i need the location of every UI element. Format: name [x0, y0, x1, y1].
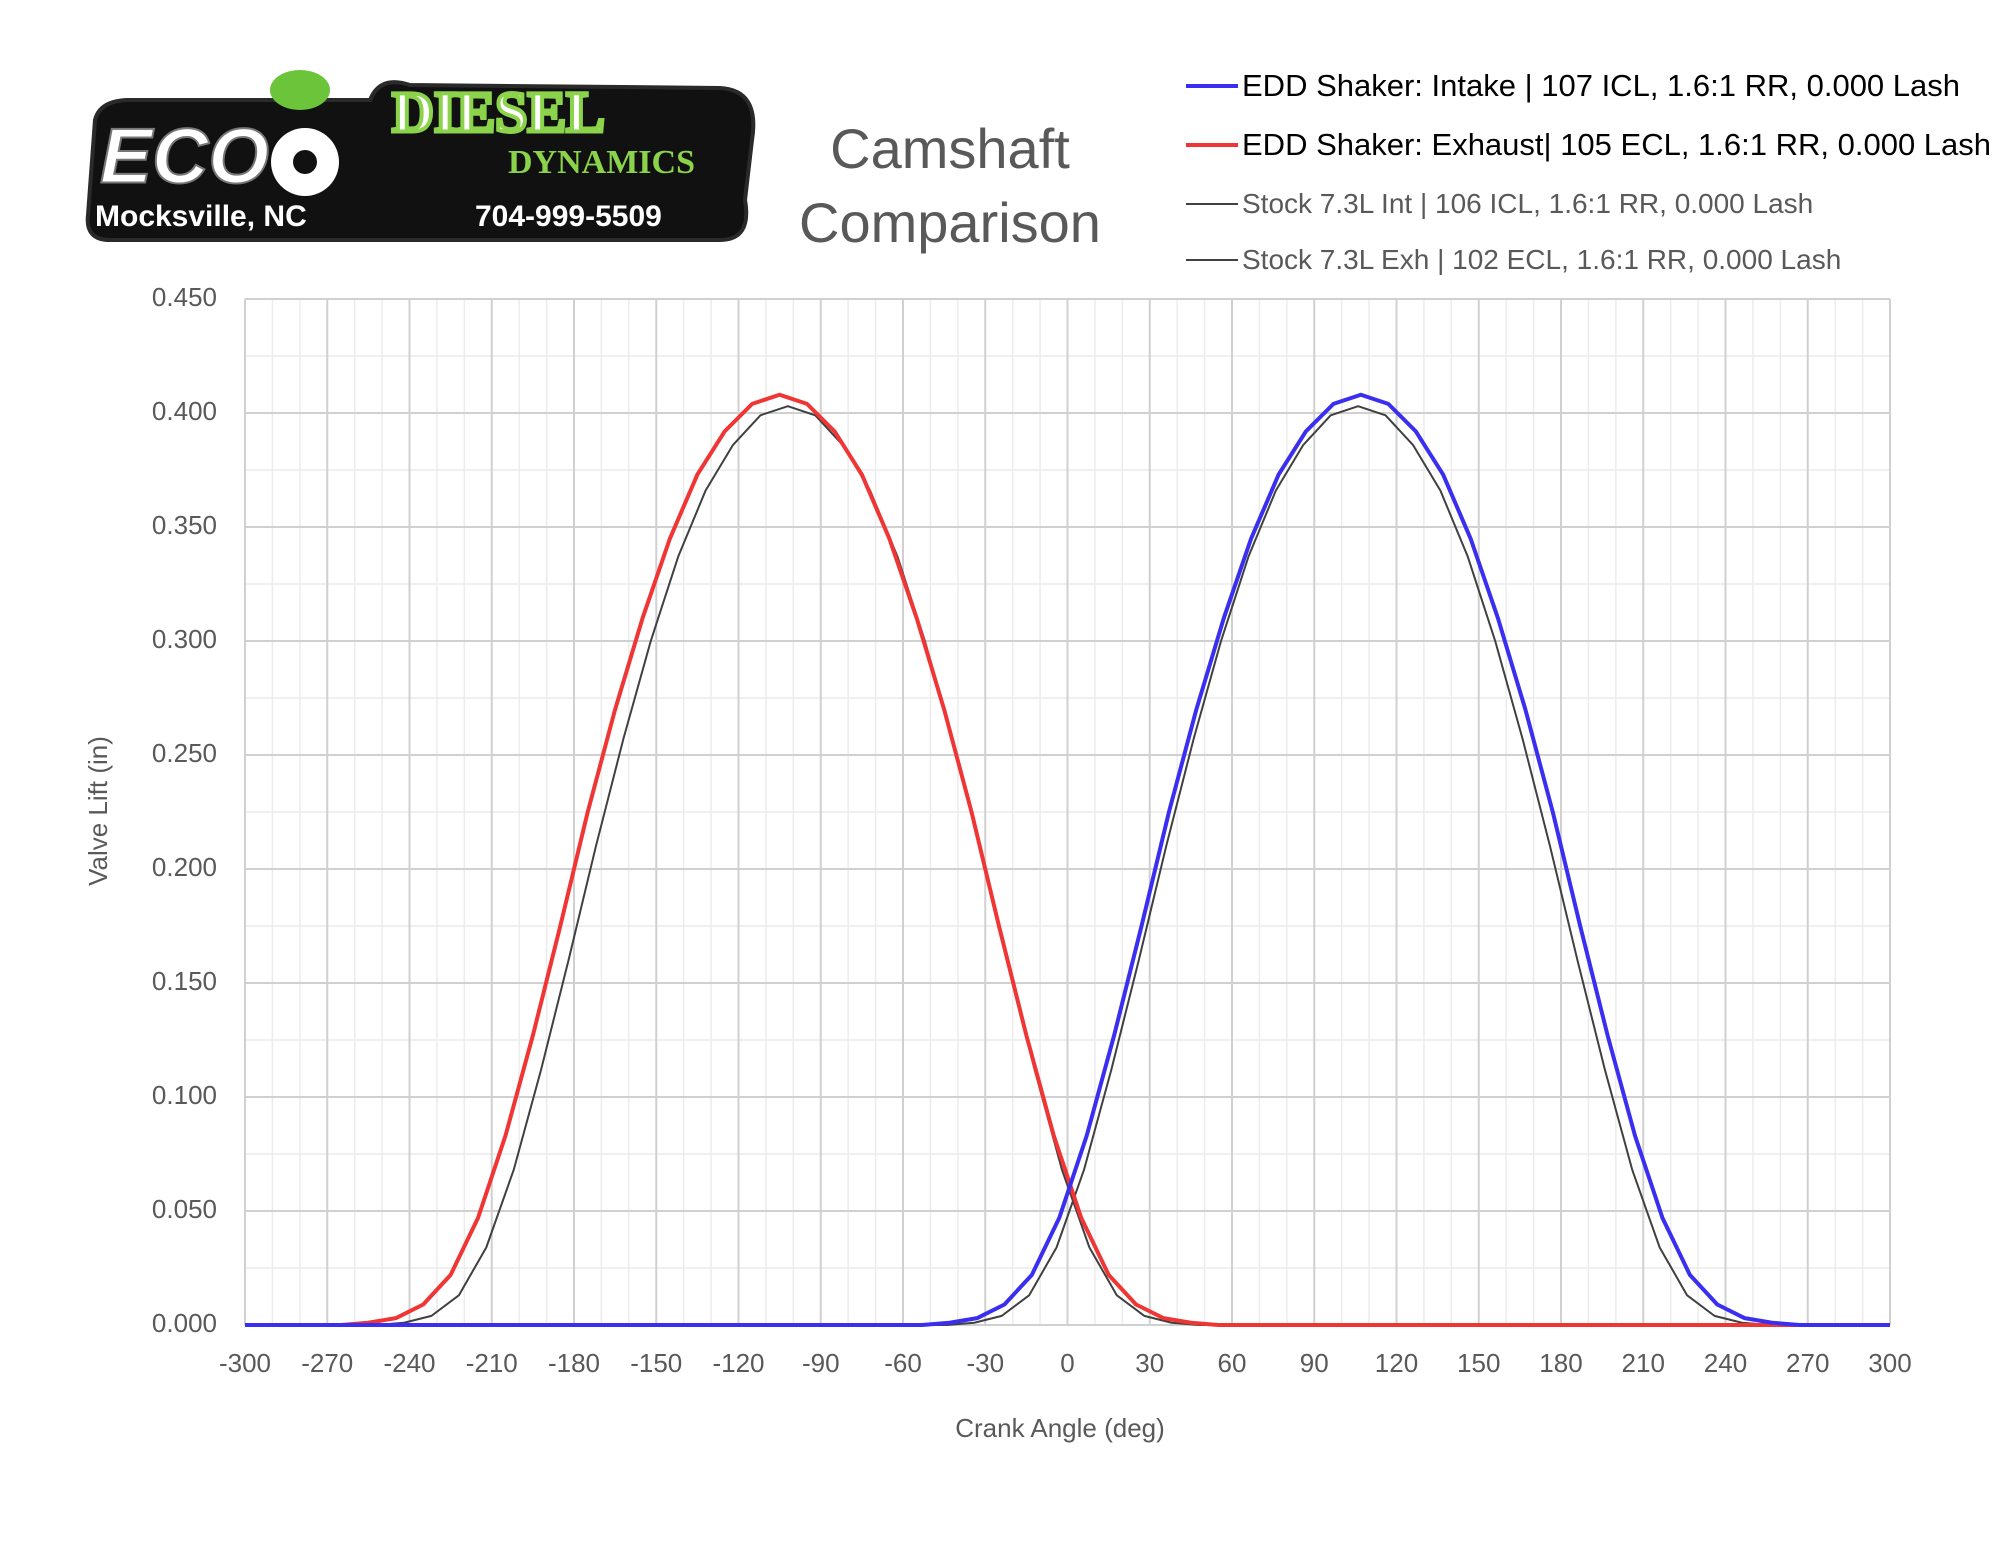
x-axis-label: Crank Angle (deg) — [955, 1413, 1165, 1443]
legend-label: Stock 7.3L Exh | 102 ECL, 1.6:1 RR, 0.00… — [1242, 244, 1842, 275]
major-grid — [244, 298, 1891, 1326]
logo-word1: DIESEL — [392, 79, 605, 144]
x-tick-label: -180 — [548, 1348, 600, 1378]
x-tick-label: -30 — [966, 1348, 1004, 1378]
x-tick-label: 90 — [1300, 1348, 1329, 1378]
logo-turbo-hub — [293, 150, 317, 174]
legend-label: EDD Shaker: Intake | 107 ICL, 1.6:1 RR, … — [1242, 68, 1961, 103]
legend-item: Stock 7.3L Int | 106 ICL, 1.6:1 RR, 0.00… — [1186, 184, 1813, 224]
x-tick-label: 240 — [1704, 1348, 1747, 1378]
x-tick-label: 0 — [1060, 1348, 1074, 1378]
x-tick-label: 120 — [1375, 1348, 1418, 1378]
y-tick-label: 0.400 — [152, 396, 217, 426]
logo: ECO DIESEL DYNAMICS Mocksville, NC 704-9… — [85, 70, 756, 242]
y-tick-label: 0.100 — [152, 1080, 217, 1110]
legend-label: EDD Shaker: Exhaust| 105 ECL, 1.6:1 RR, … — [1242, 127, 1992, 162]
logo-location: Mocksville, NC — [95, 200, 307, 233]
series-line — [245, 405, 1890, 1326]
y-tick-label: 0.200 — [152, 852, 217, 882]
y-tick-label: 0.450 — [152, 282, 217, 312]
x-tick-label: -120 — [712, 1348, 764, 1378]
y-tick-label: 0.350 — [152, 510, 217, 540]
chart-title: Camshaft Comparison — [799, 117, 1101, 254]
series-lines — [245, 392, 1890, 1327]
y-tick-label: 0.000 — [152, 1308, 217, 1338]
logo-word2: DYNAMICS — [508, 144, 695, 181]
legend-swatch — [1186, 143, 1238, 147]
x-tick-label: -90 — [802, 1348, 840, 1378]
y-tick-label: 0.250 — [152, 738, 217, 768]
logo-leaf — [270, 70, 330, 110]
x-tick-label: -300 — [219, 1348, 271, 1378]
x-tick-label: 180 — [1539, 1348, 1582, 1378]
x-tick-label: 60 — [1218, 1348, 1247, 1378]
logo-phone: 704-999-5509 — [475, 200, 662, 233]
x-tick-label: 270 — [1786, 1348, 1829, 1378]
x-tick-label: -60 — [884, 1348, 922, 1378]
x-tick-label: 30 — [1135, 1348, 1164, 1378]
x-tick-label: -210 — [466, 1348, 518, 1378]
x-tick-label: -270 — [301, 1348, 353, 1378]
x-tick-label: -150 — [630, 1348, 682, 1378]
logo-background — [85, 80, 756, 242]
x-tick-label: 300 — [1868, 1348, 1911, 1378]
legend-swatch — [1186, 259, 1238, 261]
y-axis-label: Valve Lift (in) — [83, 736, 113, 886]
legend-label: Stock 7.3L Int | 106 ICL, 1.6:1 RR, 0.00… — [1242, 188, 1814, 219]
y-tick-label: 0.300 — [152, 624, 217, 654]
legend-item: Stock 7.3L Exh | 102 ECL, 1.6:1 RR, 0.00… — [1186, 240, 1841, 280]
series-line — [245, 392, 1890, 1327]
logo-brand: ECO — [100, 112, 269, 200]
y-tick-label: 0.050 — [152, 1194, 217, 1224]
x-tick-label: -240 — [383, 1348, 435, 1378]
series-line — [245, 405, 1890, 1326]
y-tick-label: 0.150 — [152, 966, 217, 996]
x-tick-label: 150 — [1457, 1348, 1500, 1378]
legend-item: EDD Shaker: Intake | 107 ICL, 1.6:1 RR, … — [1186, 66, 1960, 106]
legend-swatch — [1186, 84, 1238, 88]
minor-grid — [245, 299, 1890, 1325]
x-tick-label: 210 — [1622, 1348, 1665, 1378]
legend-swatch — [1186, 203, 1238, 205]
legend-item: EDD Shaker: Exhaust| 105 ECL, 1.6:1 RR, … — [1186, 125, 1991, 165]
series-line — [245, 392, 1890, 1327]
